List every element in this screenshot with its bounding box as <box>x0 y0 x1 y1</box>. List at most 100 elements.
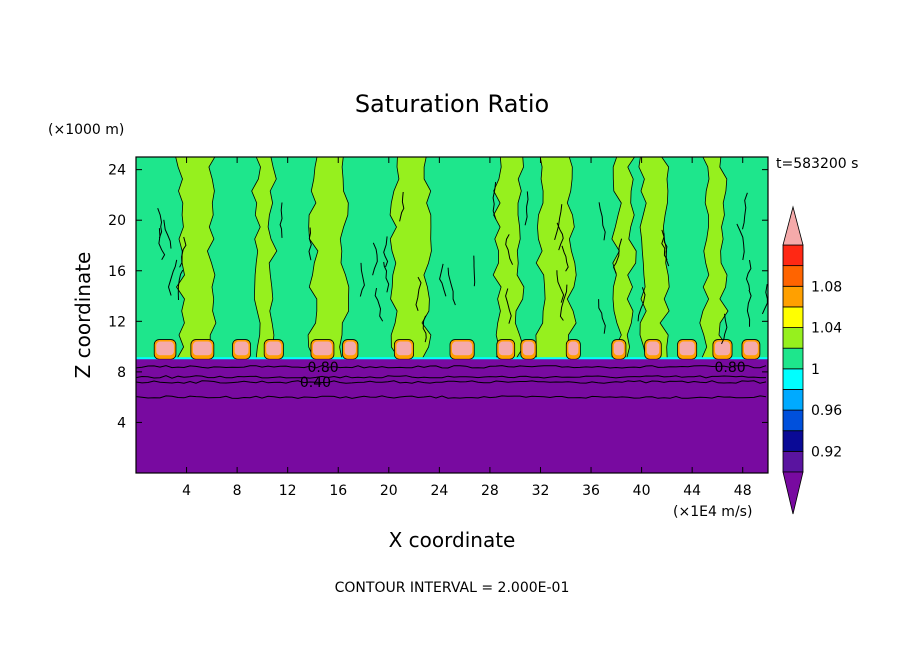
colorbar-tick-label: 0.92 <box>811 444 842 460</box>
x-tick-label: 32 <box>532 483 550 499</box>
contour-scribble <box>439 263 447 297</box>
contour-label: 0.40 <box>300 375 331 391</box>
colorbar-segment <box>782 244 804 267</box>
colorbar-segment <box>782 389 804 411</box>
contour-scribble <box>721 313 728 345</box>
contour-scribble <box>399 191 405 222</box>
contour-line <box>136 395 767 399</box>
plume-region <box>389 157 432 360</box>
time-label: t=583200 s <box>776 156 858 172</box>
contour-scribble <box>598 202 606 241</box>
y-tick-label: 8 <box>117 365 126 381</box>
colorbar: 0.92 0.96 1 1.04 1.08 <box>782 205 842 515</box>
contour-scribble <box>663 233 670 267</box>
contour-scribble <box>559 284 568 321</box>
colorbar-segment <box>782 285 804 308</box>
contour-scribble <box>415 276 422 311</box>
contour-scribble <box>612 238 623 274</box>
contour-scribble <box>447 267 456 306</box>
contour-line <box>136 380 767 384</box>
contour-scribble <box>157 208 163 239</box>
colorbar-over-triangle <box>782 205 804 246</box>
region-upper-background <box>136 157 768 360</box>
contour-lines <box>136 181 768 399</box>
colorbar-segment <box>782 347 804 370</box>
x-tick-label: 40 <box>633 483 651 499</box>
contour-scribble <box>746 289 752 327</box>
colorbar-segment <box>782 306 804 328</box>
cloud-cap <box>743 341 758 356</box>
cloud-cap <box>646 341 660 356</box>
contour-scribble <box>598 299 606 334</box>
cloud-cap <box>396 341 412 356</box>
x-tick-label: 20 <box>380 483 398 499</box>
contour-line <box>136 365 767 369</box>
contour-scribble <box>637 287 646 322</box>
colorbar-segment <box>782 265 804 287</box>
contour-scribble <box>179 236 187 268</box>
plot-area <box>136 157 768 473</box>
cloud-cap <box>568 341 579 356</box>
chart-title: Saturation Ratio <box>355 90 549 118</box>
x-axis-ticks: 4 8 12 16 20 24 28 32 36 40 44 48 <box>182 157 752 499</box>
cloud-cap <box>312 341 332 356</box>
y-tick-label: 24 <box>108 163 126 179</box>
contour-scribble <box>167 259 178 296</box>
x-tick-label: 16 <box>329 483 347 499</box>
cloud-cap <box>266 341 282 356</box>
contour-scribble <box>556 270 565 303</box>
colorbar-tick-label: 1.04 <box>811 321 842 337</box>
contour-labels: 0.800.400.80 <box>300 360 746 391</box>
contour-scribble <box>359 262 365 297</box>
contour-scribble <box>736 223 745 261</box>
cloud-cap <box>613 341 624 356</box>
y-tick-label: 20 <box>108 213 126 229</box>
contour-scribble <box>561 245 569 272</box>
cloud-cap <box>714 341 731 356</box>
colorbar-segment <box>782 409 804 432</box>
colorbar-segment <box>782 450 804 473</box>
contour-scribble <box>661 229 668 261</box>
x-tick-label: 44 <box>683 483 701 499</box>
contour-scribble <box>473 255 476 287</box>
contour-scribble <box>279 202 283 238</box>
colorbar-segment <box>782 368 804 390</box>
colorbar-segment <box>782 327 804 349</box>
cloud-cap <box>522 341 535 356</box>
contour-scribble <box>492 181 497 220</box>
cloud-cap <box>344 341 356 356</box>
colorbar-under-triangle <box>782 471 804 515</box>
cloud-cap <box>192 341 212 356</box>
colorbar-segment <box>782 430 804 452</box>
x-tick-label: 24 <box>430 483 448 499</box>
contour-scribble <box>177 269 184 301</box>
x-tick-label: 8 <box>233 483 242 499</box>
contour-label: 0.80 <box>714 360 745 376</box>
contour-scribble <box>308 227 312 261</box>
colorbar-tick-label: 1.08 <box>811 279 842 295</box>
y-axis-ticks: 4 8 12 16 20 24 <box>108 163 768 431</box>
colorbar-tick-label: 0.96 <box>811 403 842 419</box>
x-tick-label: 4 <box>182 483 191 499</box>
contour-scribble <box>163 219 172 249</box>
contour-scribble <box>556 222 564 251</box>
plot-frame <box>135 156 769 474</box>
cloud-cap <box>234 341 249 356</box>
cloud-cap <box>452 341 473 356</box>
y-tick-label: 16 <box>108 264 126 280</box>
contour-scribble <box>554 204 563 241</box>
cloud-cap <box>679 341 695 356</box>
contour-scribble <box>505 234 514 265</box>
x-tick-label: 12 <box>279 483 297 499</box>
contour-scribble <box>383 261 390 293</box>
contour-interval-footer: CONTOUR INTERVAL = 2.000E-01 <box>335 580 570 596</box>
colorbar-tick-label: 1 <box>811 362 820 378</box>
plume-region <box>535 157 577 360</box>
contour-label: 0.80 <box>307 360 338 376</box>
contour-scribble <box>422 315 427 343</box>
contour-scribble <box>505 288 512 324</box>
x-axis-label: X coordinate <box>389 528 516 552</box>
y-tick-label: 4 <box>117 415 126 431</box>
x-tick-label: 28 <box>481 483 499 499</box>
